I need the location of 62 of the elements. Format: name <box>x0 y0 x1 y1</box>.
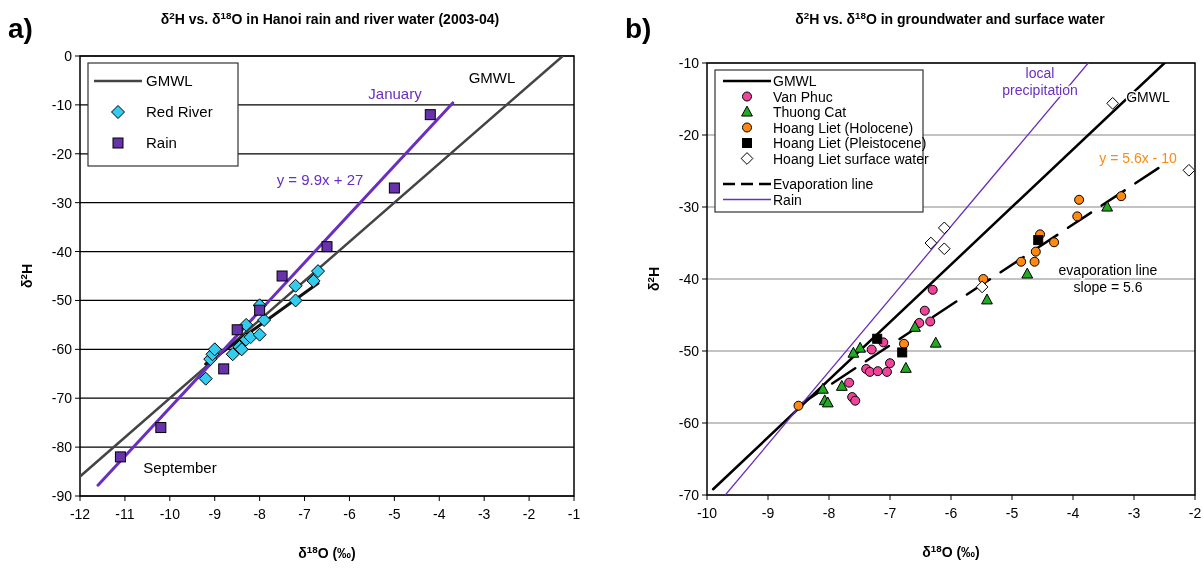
y-tick-label: -40 <box>51 243 73 260</box>
y-tick-label: -30 <box>678 199 700 215</box>
legend-label: Hoang Liet surface water <box>773 150 929 167</box>
text: b) <box>625 13 652 44</box>
x-tick-label: -9 <box>208 506 222 522</box>
y-tick-label: -40 <box>678 271 700 287</box>
annotation: evaporation line slope = 5.6 <box>1058 262 1158 295</box>
y-tick-label: -20 <box>51 145 73 162</box>
x-tick-label: -5 <box>388 506 401 522</box>
x-tick-label: -3 <box>477 506 491 522</box>
y-tick-label: -60 <box>51 341 73 358</box>
legend-label: Red River <box>146 103 213 120</box>
legend-label: Evaporation line <box>773 176 874 192</box>
x-tick-label: -5 <box>1005 505 1019 521</box>
y-tick-label: -50 <box>678 343 700 359</box>
x-tick-label: -9 <box>761 505 775 521</box>
legend-label: Thuong Cat <box>773 104 847 120</box>
x-tick-label: -1 <box>567 506 581 522</box>
y-tick-label: -70 <box>678 487 700 503</box>
x-tick-label: -10 <box>696 505 718 521</box>
y-tick-label: -30 <box>51 194 73 211</box>
x-tick-label: -8 <box>253 506 267 522</box>
chart-title: δ$^{2}$H vs. δ$^{18}$O in Hanoi rain and river water (2003-04) <box>160 9 500 27</box>
x-tick-label: -2 <box>522 506 536 522</box>
x-tick-label: -3 <box>1127 505 1141 521</box>
x-tick-label: -4 <box>433 506 446 522</box>
chart-title: δ$^{2}$H vs. δ$^{18}$O in groundwater and surface water <box>795 9 1106 27</box>
x-axis-title: δ$^{18}$O (‰) <box>922 542 980 560</box>
y-tick-label: -70 <box>51 390 73 407</box>
annotation: September <box>143 459 217 476</box>
x-tick-label: -10 <box>159 506 181 522</box>
y-tick-label: -80 <box>51 439 73 456</box>
text: a) <box>8 13 33 44</box>
x-tick-label: -2 <box>1188 505 1202 521</box>
x-tick-label: -11 <box>115 506 135 522</box>
legend-label: Hoang Liet (Holocene) <box>773 119 914 136</box>
x-tick-label: -12 <box>69 506 91 522</box>
x-tick-label: -8 <box>822 505 836 521</box>
y-tick-label: -20 <box>678 127 700 143</box>
annotation: GMWL <box>1126 89 1170 105</box>
x-tick-label: -6 <box>944 505 958 521</box>
y-tick-label: 0 <box>64 48 73 64</box>
x-tick-label: -6 <box>343 506 356 522</box>
legend-label: Van Phuc <box>773 88 833 105</box>
x-axis-title: δ$^{18}$O (‰) <box>298 543 356 561</box>
legend-label: Rain <box>773 191 802 208</box>
y-tick-label: -90 <box>51 488 73 504</box>
legend-label: GMWL <box>146 72 193 89</box>
legend-label: Hoang Liet (Pleistocene) <box>773 135 927 151</box>
x-tick-label: -4 <box>1066 505 1080 521</box>
y-tick-label: -50 <box>51 292 73 309</box>
annotation: January <box>368 85 423 102</box>
y-tick-label: -10 <box>51 96 73 113</box>
y-tick-label: -60 <box>678 415 700 431</box>
legend-label: Rain <box>146 134 177 151</box>
annotation: y = 9.9x + 27 <box>276 171 364 188</box>
legend-label: GMWL <box>773 73 817 89</box>
x-tick-label: -7 <box>883 505 897 521</box>
annotation: GMWL <box>468 69 516 86</box>
x-tick-label: -7 <box>298 506 311 522</box>
annotation: y = 5.6x - 10 <box>1099 150 1177 166</box>
y-tick-label: -10 <box>678 55 700 71</box>
